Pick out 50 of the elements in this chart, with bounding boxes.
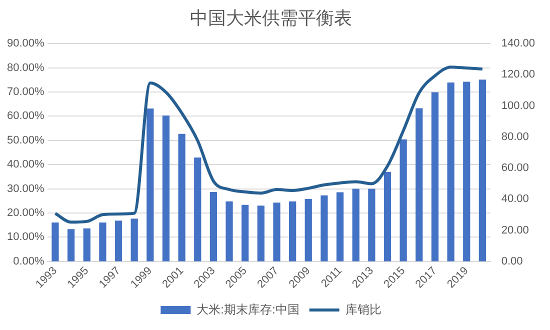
- y2-tick-label: 100.00: [501, 100, 536, 112]
- bar: [52, 222, 59, 262]
- bar: [273, 202, 280, 262]
- bar: [178, 134, 186, 262]
- bar: [447, 82, 454, 262]
- y-tick-label: 80.00%: [6, 62, 45, 74]
- bar: [384, 172, 392, 262]
- bar: [400, 139, 407, 262]
- bar: [352, 188, 360, 262]
- y-tick-label: 20.00%: [6, 207, 45, 219]
- bar: [130, 218, 138, 262]
- y2-tick-label: 140.00: [501, 38, 536, 50]
- bar: [478, 80, 486, 262]
- y-tick-label: 50.00%: [6, 134, 45, 146]
- y-tick-label: 10.00%: [6, 231, 45, 244]
- line-series: [54, 66, 484, 224]
- bar: [99, 222, 106, 262]
- bar: [416, 108, 423, 262]
- y-tick-label: 70.00%: [6, 86, 45, 98]
- y2-tick-label: 60.00: [501, 162, 529, 174]
- bar: [304, 198, 312, 262]
- bar: [463, 82, 470, 262]
- bar: [320, 195, 328, 262]
- bar: [194, 157, 202, 262]
- bar: [67, 229, 75, 262]
- bar: [336, 192, 344, 262]
- y2-tick-label: 0.00: [501, 255, 523, 268]
- y-tick-label: 90.00%: [6, 38, 45, 50]
- y-tick-label: 30.00%: [6, 182, 45, 195]
- bar: [114, 220, 122, 262]
- bar: [146, 108, 154, 262]
- legend-label: 库销比: [345, 302, 382, 316]
- bar: [257, 206, 264, 262]
- bar: [210, 192, 218, 262]
- y2-tick-label: 40.00: [501, 193, 529, 206]
- y-tick-label: 0.00%: [13, 255, 45, 268]
- y2-tick-label: 20.00: [501, 224, 529, 236]
- bar: [83, 228, 90, 262]
- chart-title: 中国大米供需平衡表: [190, 8, 352, 28]
- bar: [162, 115, 170, 262]
- bar: [226, 201, 233, 262]
- bar: [289, 201, 296, 262]
- bar: [242, 204, 249, 262]
- y-tick-label: 40.00%: [6, 158, 45, 171]
- y-tick-label: 60.00%: [6, 110, 45, 122]
- y2-tick-label: 80.00: [501, 130, 529, 143]
- bar: [431, 92, 439, 262]
- legend-label: 大米:期末库存:中国: [196, 302, 300, 316]
- bar: [368, 188, 376, 262]
- y2-tick-label: 120.00: [501, 68, 536, 81]
